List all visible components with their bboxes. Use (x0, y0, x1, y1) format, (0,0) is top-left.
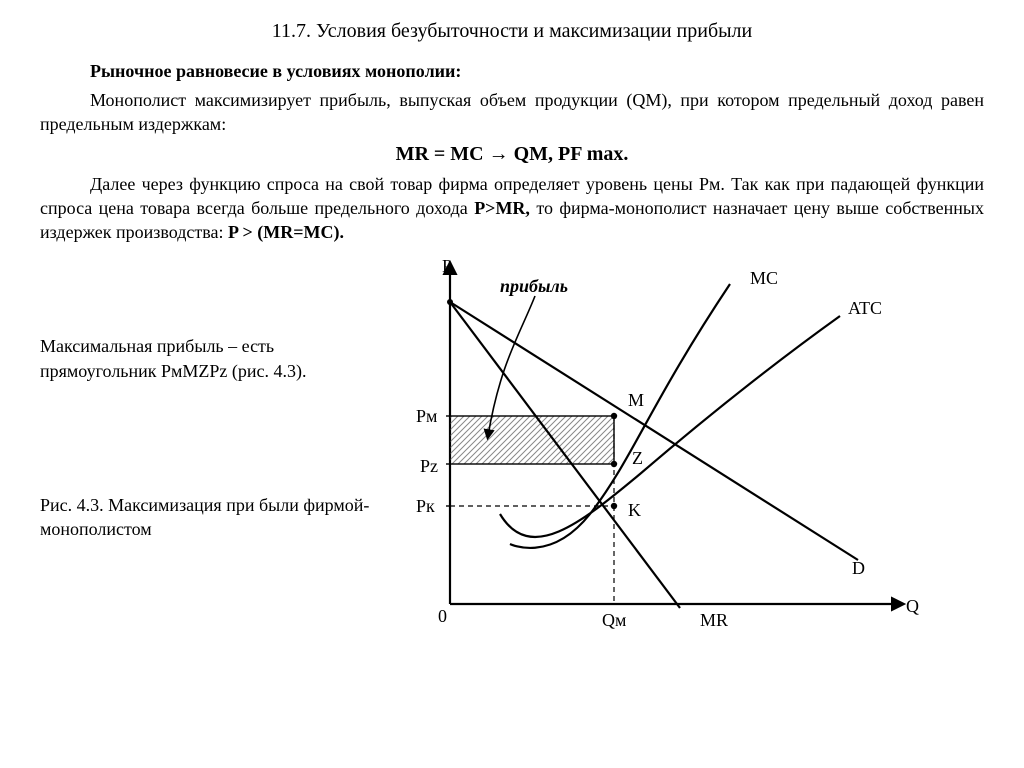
svg-text:MR: MR (700, 610, 728, 630)
monopoly-chart: P Q 0 прибыль MC ATC D MR Pм Pz Pк M Z K Qм (380, 254, 920, 654)
svg-text:Q: Q (906, 596, 919, 616)
svg-text:D: D (852, 558, 865, 578)
paragraph-1: Монополист максимизирует прибыль, выпуск… (40, 88, 984, 137)
svg-text:ATC: ATC (848, 298, 882, 318)
formula-main: MR = MC → QM, PF max. (40, 143, 984, 166)
svg-text:P: P (442, 256, 452, 276)
subtitle: Рыночное равновесие в условиях монополии… (90, 61, 984, 82)
svg-text:Pм: Pм (416, 406, 437, 426)
figure-caption: Рис. 4.3. Максимизация при были фирмой-м… (40, 493, 380, 542)
page-title: 11.7. Условия безубыточности и максимиза… (40, 20, 984, 43)
svg-text:прибыль: прибыль (500, 276, 568, 296)
para2-d: P > (MR=MC). (228, 222, 344, 242)
svg-text:0: 0 (438, 606, 447, 626)
svg-text:M: M (628, 390, 644, 410)
left-note: Максимальная прибыль – есть прямоугольни… (40, 334, 380, 383)
svg-text:Qм: Qм (602, 610, 626, 630)
svg-text:Pz: Pz (420, 456, 438, 476)
svg-text:Z: Z (632, 448, 643, 468)
paragraph-2: Далее через функцию спроса на свой товар… (40, 172, 984, 245)
para2-b: P>MR, (474, 198, 530, 218)
svg-text:MC: MC (750, 268, 778, 288)
svg-text:K: K (628, 500, 641, 520)
svg-text:Pк: Pк (416, 496, 435, 516)
